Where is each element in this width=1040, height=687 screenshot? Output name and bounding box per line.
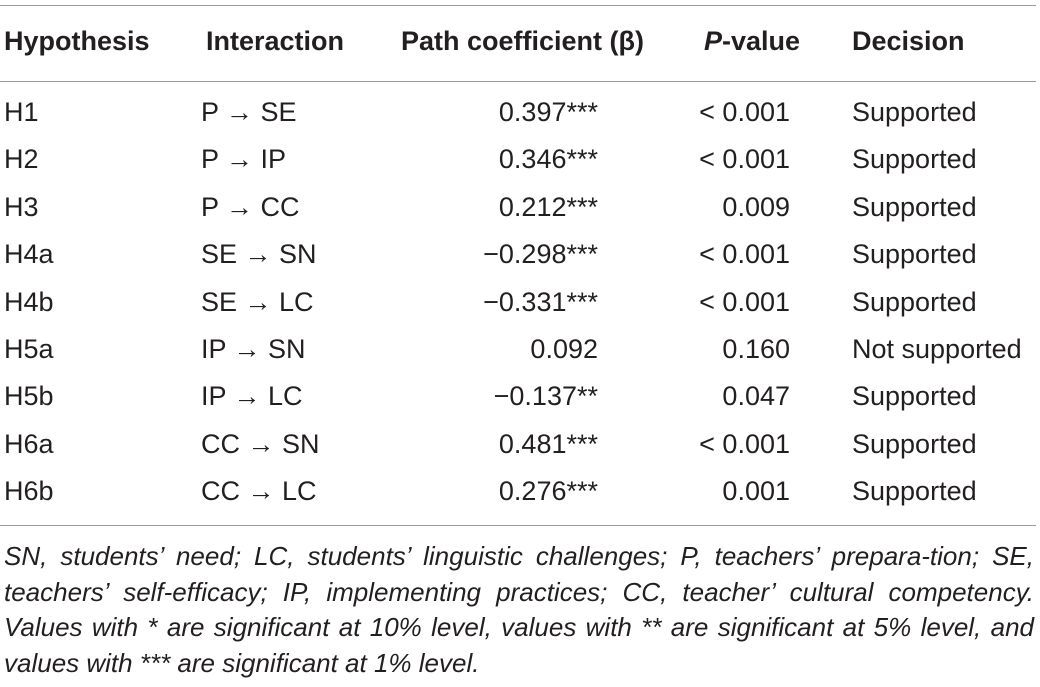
cell-p-value: 0.047 (722, 381, 790, 412)
cell-decision: Supported (852, 191, 977, 222)
header-path-coefficient: Path coefficient (β) (401, 26, 644, 56)
header-interaction: Interaction (206, 26, 345, 56)
cell-p-value: 0.009 (722, 191, 790, 222)
cell-interaction: P → IP (201, 144, 287, 175)
cell-hypothesis: H6b (4, 476, 54, 507)
cell-hypothesis: H3 (4, 191, 39, 222)
header-p-letter: P (704, 26, 723, 56)
cell-interaction: IP → SN (201, 334, 306, 364)
cell-interaction: SE → LC (201, 286, 314, 317)
cell-hypothesis: H1 (4, 97, 39, 127)
header-decision: Decision (852, 26, 965, 56)
cell-coefficient: 0.276*** (498, 476, 598, 507)
cell-interaction: CC → LC (201, 476, 317, 507)
cell-decision: Supported (852, 286, 977, 317)
cell-hypothesis: H5b (4, 381, 54, 412)
cell-interaction: P → SE (201, 97, 297, 127)
table-footnote: SN, students’ need; LC, students’ lingui… (4, 541, 1034, 678)
cell-coefficient: 0.092 (530, 334, 598, 364)
cell-decision: Supported (852, 97, 977, 127)
cell-coefficient: −0.137** (493, 381, 598, 412)
cell-p-value: < 0.001 (699, 286, 790, 317)
cell-decision: Not supported (852, 334, 1022, 364)
cell-decision: Supported (852, 428, 977, 459)
cell-interaction: IP → LC (201, 381, 303, 412)
cell-hypothesis: H4a (4, 239, 54, 270)
cell-hypothesis: H4b (4, 286, 54, 317)
cell-hypothesis: H2 (4, 144, 39, 175)
table-header-rule (0, 81, 1036, 82)
cell-coefficient: 0.346*** (498, 144, 598, 175)
cell-coefficient: −0.298*** (483, 239, 598, 270)
cell-interaction: CC → SN (201, 428, 320, 459)
cell-hypothesis: H5a (4, 334, 54, 364)
cell-p-value: < 0.001 (699, 428, 790, 459)
cell-interaction: P → CC (201, 191, 300, 222)
table-bottom-rule (0, 525, 1036, 526)
cell-hypothesis: H6a (4, 428, 54, 459)
cell-p-value: < 0.001 (699, 97, 790, 127)
cell-interaction: SE → SN (201, 239, 317, 270)
cell-coefficient: 0.481*** (498, 428, 598, 459)
cell-decision: Supported (852, 381, 977, 412)
header-p-suffix: -value (722, 26, 801, 56)
cell-decision: Supported (852, 144, 977, 175)
cell-decision: Supported (852, 476, 977, 507)
header-hypothesis: Hypothesis (4, 26, 150, 56)
cell-coefficient: −0.331*** (483, 286, 598, 317)
cell-coefficient: 0.212*** (498, 191, 598, 222)
cell-coefficient: 0.397*** (498, 97, 598, 127)
header-p-value: P-value (704, 25, 800, 57)
cell-p-value: < 0.001 (699, 144, 790, 175)
cell-p-value: 0.160 (722, 334, 790, 364)
cell-decision: Supported (852, 239, 977, 270)
cell-p-value: 0.001 (722, 476, 790, 507)
cell-p-value: < 0.001 (699, 239, 790, 270)
table-top-rule (0, 5, 1036, 6)
